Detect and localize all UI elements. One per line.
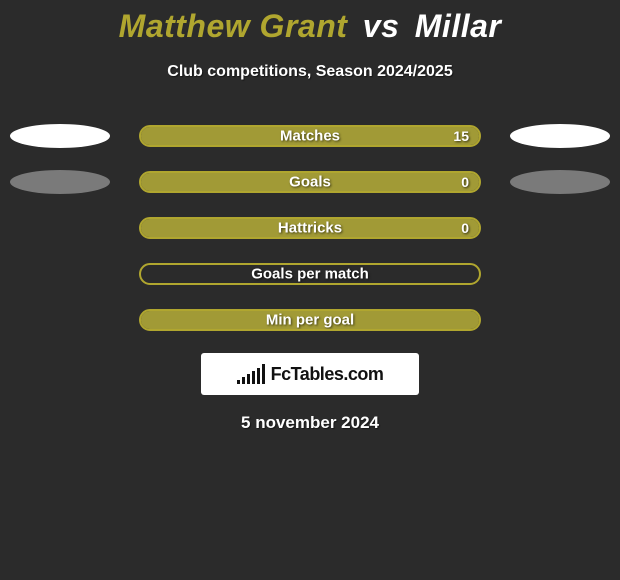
title-player1: Matthew Grant [119,8,348,44]
stat-bar: Matches 15 [139,125,481,147]
brand-text: FcTables.com [271,364,384,385]
stat-value-right: 0 [461,174,469,190]
stat-bar: Hattricks 0 [139,217,481,239]
stat-bar: Min per goal [139,309,481,331]
stat-label: Goals per match [251,266,369,283]
right-ellipse-icon [510,124,610,148]
title-player2: Millar [415,8,502,44]
brand-badge: FcTables.com [201,353,419,395]
left-ellipse-icon [10,124,110,148]
date-label: 5 november 2024 [0,413,620,433]
stat-value-right: 0 [461,220,469,236]
title-vs: vs [357,8,406,44]
stat-label: Min per goal [266,312,354,329]
brand-bars-icon [237,364,265,384]
stat-bar: Goals per match [139,263,481,285]
stat-row: Min per goal [0,309,620,331]
stat-row: Matches 15 [0,125,620,147]
left-ellipse-icon [10,170,110,194]
right-ellipse-icon [510,170,610,194]
stat-value-right: 15 [453,128,469,144]
stat-label: Hattricks [278,220,342,237]
stat-row: Goals 0 [0,171,620,193]
stat-row: Goals per match [0,263,620,285]
stat-label: Goals [289,174,331,191]
stat-row: Hattricks 0 [0,217,620,239]
stats-block: Matches 15 Goals 0 Hattricks 0 Goals per match… [0,125,620,331]
stat-bar: Goals 0 [139,171,481,193]
subtitle: Club competitions, Season 2024/2025 [0,63,620,81]
page-title: Matthew Grant vs Millar [0,8,620,45]
stat-label: Matches [280,128,340,145]
